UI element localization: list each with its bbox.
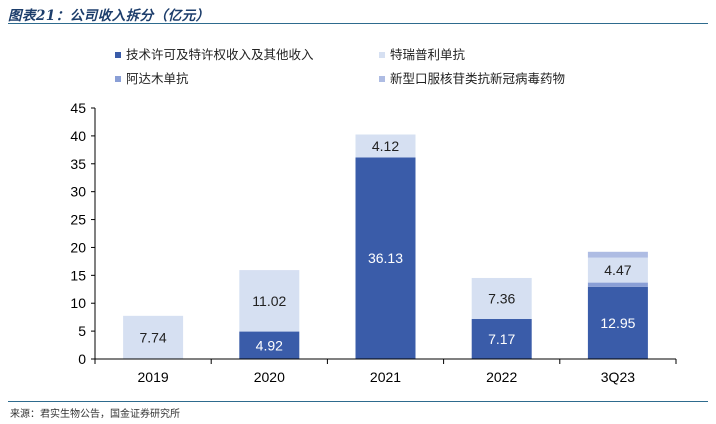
bar-toripalimab-2021 xyxy=(355,134,416,158)
legend-label-tech-license: 技术许可及特许权收入及其他收入 xyxy=(126,47,314,62)
y-tick-label: 25 xyxy=(70,212,86,228)
legend-item-adalimumab: 阿达木单抗 xyxy=(115,68,189,87)
legend-swatch-covid-drug xyxy=(379,75,385,82)
bar-tech-license-3Q23 xyxy=(587,286,648,359)
data-label-toripalimab-2021: 4.12 xyxy=(372,138,399,154)
bar-toripalimab-3Q23 xyxy=(587,257,648,283)
x-tick-label-2022: 2022 xyxy=(486,369,517,385)
y-tick-label: 40 xyxy=(70,128,86,144)
y-tick-label: 10 xyxy=(70,295,86,311)
data-label-tech-license-2021: 36.13 xyxy=(368,250,403,266)
legend-label-covid-drug: 新型口服核苷类抗新冠病毒药物 xyxy=(390,71,566,86)
bar-toripalimab-2022 xyxy=(471,277,532,320)
y-tick-label: 20 xyxy=(70,239,86,255)
legend-item-covid-drug: 新型口服核苷类抗新冠病毒药物 xyxy=(379,68,565,87)
x-tick-label-2020: 2020 xyxy=(254,369,285,385)
data-label-toripalimab-3Q23: 4.47 xyxy=(604,262,631,278)
footer-rule xyxy=(8,401,708,402)
data-label-toripalimab-2019: 7.74 xyxy=(139,329,166,345)
source-note: 来源：君实生物公告，国金证券研究所 xyxy=(10,409,180,420)
chart-title: 图表21：公司收入拆分（亿元） xyxy=(8,8,210,24)
data-label-toripalimab-2022: 7.36 xyxy=(488,290,515,306)
bar-adalimumab-3Q23 xyxy=(587,282,648,287)
data-label-tech-license-2022: 7.17 xyxy=(488,331,515,347)
legend-item-toripalimab: 特瑞普利单抗 xyxy=(379,44,465,63)
y-tick-label: 30 xyxy=(70,184,86,200)
legend-label-toripalimab: 特瑞普利单抗 xyxy=(390,47,466,62)
legend-swatch-adalimumab xyxy=(115,75,121,82)
legend-swatch-toripalimab xyxy=(379,51,385,58)
bar-toripalimab-2020 xyxy=(239,270,300,332)
y-tick-label: 35 xyxy=(70,156,86,172)
legend-label-adalimumab: 阿达木单抗 xyxy=(126,71,189,86)
data-label-tech-license-3Q23: 12.95 xyxy=(600,315,635,331)
y-tick-label: 0 xyxy=(78,351,86,367)
legend-item-tech-license: 技术许可及特许权收入及其他收入 xyxy=(115,44,314,63)
bar-toripalimab-2019 xyxy=(123,315,184,359)
x-tick-label-2021: 2021 xyxy=(370,369,401,385)
bar-tech-license-2020 xyxy=(239,331,300,359)
y-tick-label: 15 xyxy=(70,267,86,283)
x-tick-label-3Q23: 3Q23 xyxy=(601,369,635,385)
bar-covid-drug-3Q23 xyxy=(587,251,648,258)
x-tick-label-2019: 2019 xyxy=(138,369,169,385)
legend-swatch-tech-license xyxy=(115,51,121,58)
data-label-tech-license-2020: 4.92 xyxy=(256,337,283,353)
bar-tech-license-2021 xyxy=(355,157,416,359)
y-tick-label: 45 xyxy=(70,100,86,116)
y-tick-label: 5 xyxy=(78,323,86,339)
bar-tech-license-2022 xyxy=(471,319,532,359)
header-rule xyxy=(8,23,708,24)
data-label-toripalimab-2020: 11.02 xyxy=(252,293,286,309)
